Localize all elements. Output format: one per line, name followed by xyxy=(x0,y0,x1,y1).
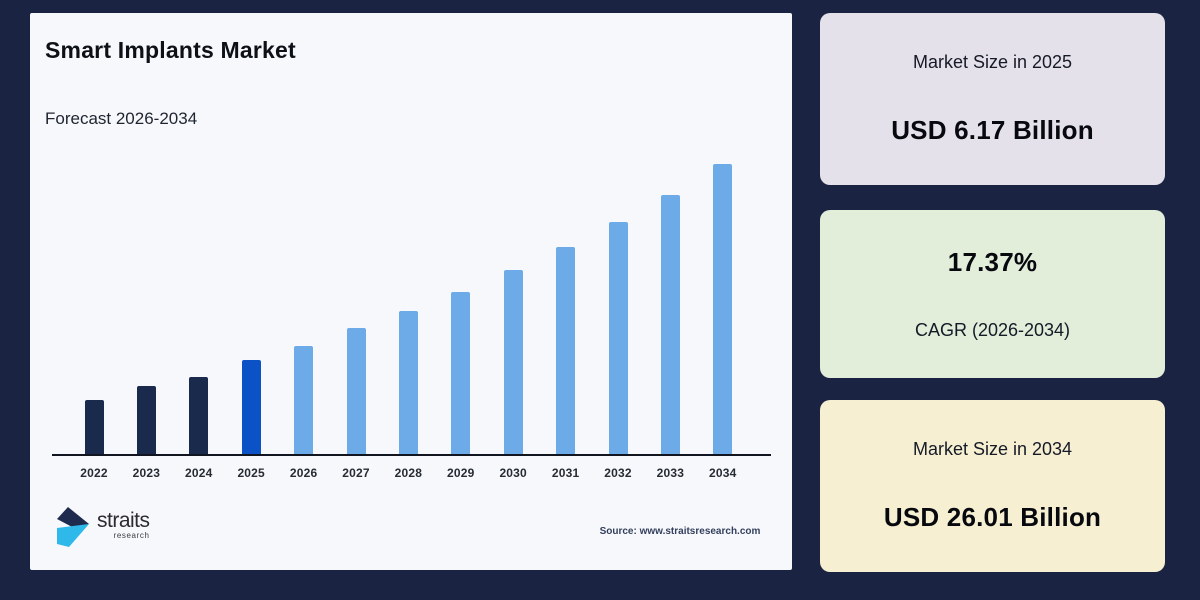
chart-title: Smart Implants Market xyxy=(45,37,296,63)
x-axis-label-2034: 2034 xyxy=(709,466,737,480)
x-axis-label-2033: 2033 xyxy=(656,466,685,480)
stat-value-2034: USD 26.01 Billion xyxy=(883,502,1102,532)
bar-2027 xyxy=(346,328,366,454)
stat-label-2025: Market Size in 2025 xyxy=(912,52,1073,72)
x-axis-label-2031: 2031 xyxy=(551,466,580,480)
bar-2028 xyxy=(398,311,418,454)
bar-2025 xyxy=(241,360,261,454)
x-axis-line xyxy=(52,454,771,456)
x-axis-label-2028: 2028 xyxy=(394,466,423,480)
straits-logo-mark-icon xyxy=(57,507,89,547)
bar-2022 xyxy=(84,400,104,454)
x-axis-label-2022: 2022 xyxy=(80,466,108,480)
bar-2026 xyxy=(294,346,314,454)
x-axis-label-2032: 2032 xyxy=(604,466,632,480)
stat-card-cagr: 17.37% CAGR (2026-2034) xyxy=(820,210,1165,378)
straits-research-logo: straits research xyxy=(54,503,150,547)
x-axis-label-2024: 2024 xyxy=(185,466,213,480)
chart-card: Smart Implants Market Forecast 2026-2034… xyxy=(30,13,792,570)
source-text: Source: www.straitsresearch.com xyxy=(599,526,761,537)
stat-card-market-size-2025: Market Size in 2025 USD 6.17 Billion xyxy=(820,13,1165,185)
stat-label-2034: Market Size in 2034 xyxy=(912,439,1073,459)
logo-sub-wordmark: research xyxy=(113,531,150,540)
x-axis-label-2030: 2030 xyxy=(499,466,527,480)
stat-value-cagr: 17.37% xyxy=(947,247,1038,277)
x-axis-label-2027: 2027 xyxy=(342,466,370,480)
bar-2032 xyxy=(608,222,628,454)
x-axis-label-2029: 2029 xyxy=(447,466,475,480)
bar-2034 xyxy=(713,164,733,454)
logo-wordmark: straits xyxy=(97,509,150,532)
bar-2031 xyxy=(556,247,576,454)
bar-2023 xyxy=(136,386,156,454)
bar-2029 xyxy=(451,292,471,454)
x-axis-label-2023: 2023 xyxy=(132,466,161,480)
bar-2024 xyxy=(189,377,209,454)
x-axis-label-2025: 2025 xyxy=(237,466,265,480)
bar-2033 xyxy=(660,195,680,454)
stat-value-2025: USD 6.17 Billion xyxy=(891,115,1094,145)
bar-2030 xyxy=(503,270,523,454)
stat-label-cagr: CAGR (2026-2034) xyxy=(914,320,1071,340)
chart-subtitle: Forecast 2026-2034 xyxy=(45,109,198,128)
plot-area: 2022 2023 2024 2025 2026 2027 2028 2029 2030 2031… xyxy=(52,13,771,480)
stat-card-market-size-2034: Market Size in 2034 USD 26.01 Billion xyxy=(820,400,1165,572)
x-axis-label-2026: 2026 xyxy=(289,466,318,480)
